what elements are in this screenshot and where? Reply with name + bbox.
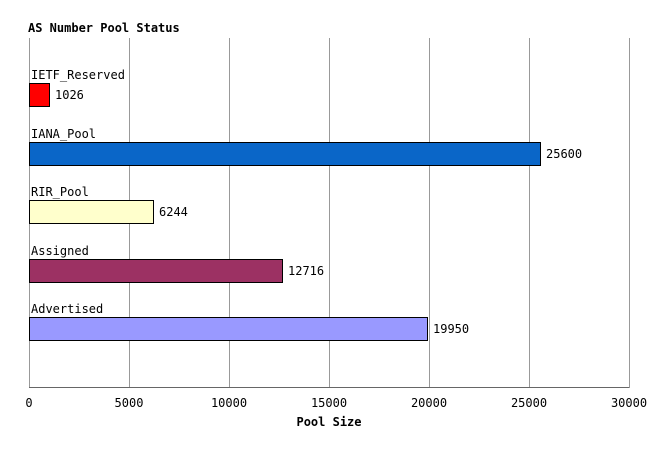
chart-title: AS Number Pool Status (28, 21, 180, 35)
gridline (629, 38, 630, 388)
x-axis-tick-label: 30000 (610, 396, 648, 410)
x-axis-line (29, 387, 629, 388)
x-axis-tick-label: 15000 (310, 396, 348, 410)
x-axis-tick-label: 10000 (210, 396, 248, 410)
bar (29, 259, 283, 283)
x-axis-title: Pool Size (296, 415, 362, 429)
bar-category-label: RIR_Pool (31, 185, 89, 199)
gridline (229, 38, 230, 388)
gridline (529, 38, 530, 388)
bar (29, 83, 50, 107)
bar (29, 142, 541, 166)
bar-value-label: 6244 (159, 205, 188, 219)
bar-value-label: 1026 (55, 88, 84, 102)
x-axis-tick-label: 5000 (114, 396, 144, 410)
bar (29, 200, 154, 224)
x-axis-tick-label: 25000 (510, 396, 548, 410)
x-axis-tick-label: 0 (25, 396, 33, 410)
x-axis-tick-label: 20000 (410, 396, 448, 410)
bar-value-label: 12716 (288, 264, 325, 278)
bar-category-label: Advertised (31, 302, 104, 316)
bar-category-label: Assigned (31, 244, 89, 258)
bar-value-label: 19950 (433, 322, 470, 336)
plot-area: IETF_Reserved 1026 IANA_Pool 25600 RIR_Pool 6… (29, 38, 630, 388)
x-axis-tick-labels: 0 5000 10000 15000 20000 25000 30000 (25, 396, 647, 411)
gridline (429, 38, 430, 388)
bar-category-label: IANA_Pool (31, 127, 97, 141)
gridline (329, 38, 330, 388)
bar-category-label: IETF_Reserved (31, 68, 125, 82)
bar (29, 317, 428, 341)
bar-value-label: 25600 (546, 147, 583, 161)
